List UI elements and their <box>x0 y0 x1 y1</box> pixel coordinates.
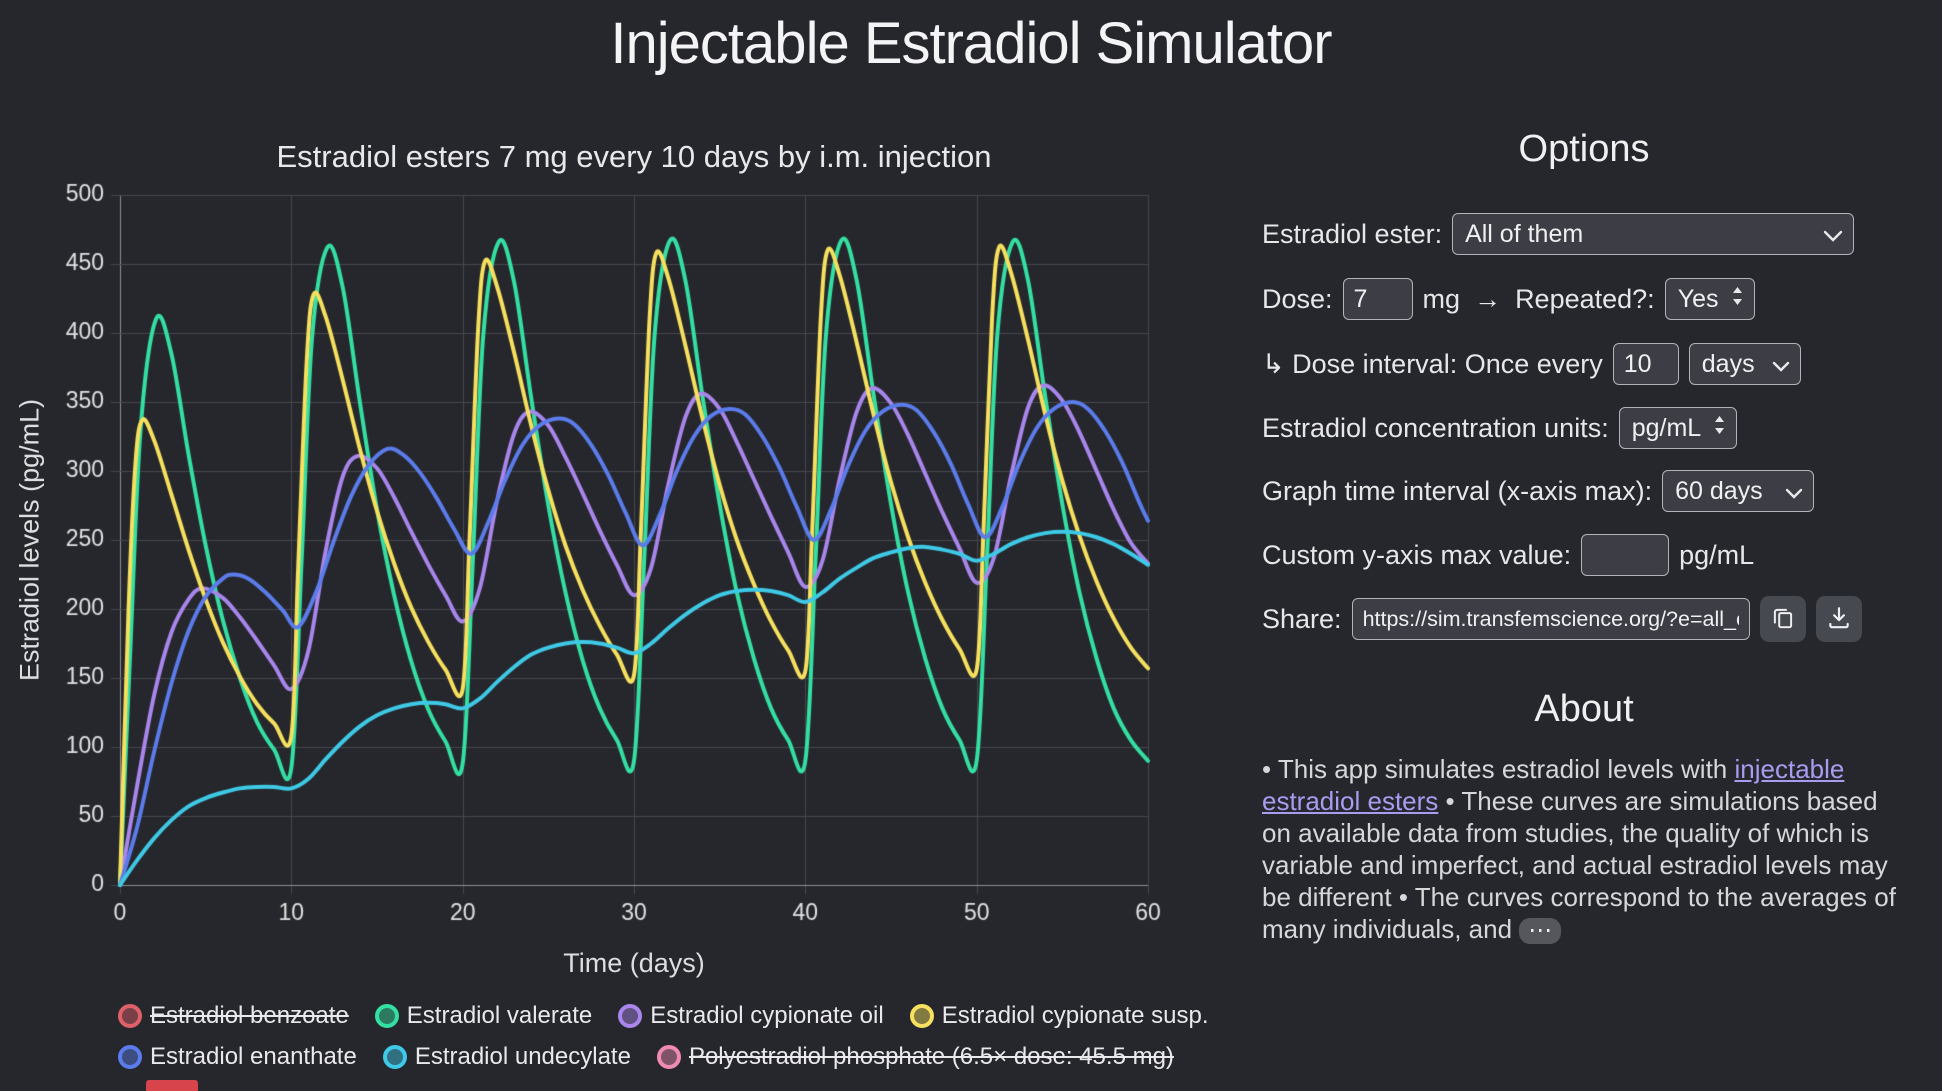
legend-item[interactable]: Estradiol cypionate susp. <box>909 1002 1209 1030</box>
legend-marker-icon <box>118 1045 142 1069</box>
legend-label: Estradiol enanthate <box>150 1043 357 1070</box>
ester-select[interactable]: All of them <box>1452 213 1855 255</box>
units-label: Estradiol concentration units: <box>1262 412 1609 443</box>
copy-icon <box>1770 605 1796 634</box>
units-row: Estradiol concentration units: pg/mL <box>1262 405 1906 451</box>
x-axis-label: Time (days) <box>563 948 705 978</box>
ester-row: Estradiol ester: All of them <box>1262 211 1906 257</box>
graph-interval-select[interactable]: 60 days <box>1662 470 1815 512</box>
injectable-esters-link[interactable]: injectable estradiol esters <box>1262 754 1845 816</box>
legend-item[interactable]: Estradiol undecylate <box>382 1043 631 1071</box>
legend-marker-icon <box>656 1045 681 1069</box>
about-text-segment: • These curves are simulations based on … <box>1262 786 1896 944</box>
graph-interval-row: Graph time interval (x-axis max): 60 day… <box>1262 468 1906 514</box>
chevron-down-icon <box>1785 477 1803 506</box>
legend-label: Polyestradiol phosphate (6.5× dose: 45.5… <box>688 1043 1174 1070</box>
y-axis-label: Estradiol levels (pg/mL) <box>14 398 45 682</box>
stepper-updown-icon <box>1731 285 1744 314</box>
legend-item[interactable]: Estradiol enanthate <box>118 1043 357 1071</box>
repeated-label: Repeated?: <box>1515 283 1655 314</box>
about-heading: About <box>1534 688 1634 730</box>
dose-interval-label: ↳ Dose interval: Once every <box>1262 348 1603 379</box>
cut-off-red-element[interactable] <box>146 1080 198 1091</box>
legend-marker-icon <box>382 1045 407 1069</box>
share-url-input[interactable] <box>1351 598 1750 640</box>
legend-label: Estradiol cypionate oil <box>650 1002 884 1029</box>
estradiol-levels-chart[interactable] <box>0 0 1230 1000</box>
ymax-unit: pg/mL <box>1679 539 1755 570</box>
legend-item[interactable]: Polyestradiol phosphate (6.5× dose: 45.5… <box>656 1043 1174 1071</box>
units-select-value: pg/mL <box>1631 413 1702 442</box>
arrow-right-icon: → <box>1474 283 1502 314</box>
chart-legend: Estradiol benzoate Estradiol valerate Estr… <box>118 1002 1243 1071</box>
expand-ellipsis-button[interactable]: ⋯ <box>1519 918 1562 944</box>
copy-link-button[interactable] <box>1759 596 1806 642</box>
dose-unit: mg <box>1422 283 1461 314</box>
dose-row: Dose: mg → Repeated?: Yes <box>1262 276 1906 322</box>
options-heading: Options <box>1518 128 1650 170</box>
units-select[interactable]: pg/mL <box>1618 407 1737 449</box>
ester-label: Estradiol ester: <box>1262 218 1443 249</box>
download-icon <box>1826 605 1852 634</box>
legend-item[interactable]: Estradiol cypionate oil <box>618 1002 884 1030</box>
graph-interval-label: Graph time interval (x-axis max): <box>1262 475 1653 506</box>
download-image-button[interactable] <box>1815 596 1862 642</box>
about-text-segment: • This app simulates estradiol levels wi… <box>1262 754 1735 784</box>
legend-marker-icon <box>909 1004 934 1028</box>
legend-label: Estradiol undecylate <box>414 1043 631 1070</box>
dose-interval-row: ↳ Dose interval: Once every days <box>1262 341 1906 387</box>
legend-marker-icon <box>618 1004 643 1028</box>
ymax-label: Custom y-axis max value: <box>1262 539 1572 570</box>
repeated-select[interactable]: Yes <box>1664 278 1755 320</box>
share-label: Share: <box>1262 603 1342 634</box>
legend-label: Estradiol benzoate <box>150 1002 349 1029</box>
legend-label: Estradiol cypionate susp. <box>941 1002 1209 1029</box>
dose-interval-unit-select[interactable]: days <box>1688 343 1801 385</box>
share-row: Share: <box>1262 596 1906 642</box>
graph-interval-value: 60 days <box>1675 476 1763 505</box>
ester-select-value: All of them <box>1465 219 1584 248</box>
chevron-down-icon <box>1772 350 1790 379</box>
legend-item[interactable]: Estradiol valerate <box>374 1002 593 1030</box>
dose-label: Dose: <box>1262 283 1333 314</box>
chevron-down-icon <box>1823 220 1843 249</box>
dose-interval-unit-value: days <box>1701 349 1755 378</box>
legend-marker-icon <box>118 1004 142 1028</box>
ymax-row: Custom y-axis max value: pg/mL <box>1262 532 1906 578</box>
stepper-updown-icon <box>1713 414 1726 443</box>
about-text: • This app simulates estradiol levels wi… <box>1262 753 1906 945</box>
legend-label: Estradiol valerate <box>406 1002 593 1029</box>
repeated-select-value: Yes <box>1677 284 1719 313</box>
chart-title: Estradiol esters 7 mg every 10 days by i… <box>276 139 992 174</box>
legend-item[interactable]: Estradiol benzoate <box>118 1002 349 1030</box>
legend-marker-icon <box>374 1004 399 1028</box>
options-panel: Options Estradiol ester: All of them Dos… <box>1262 0 1906 1091</box>
dose-input[interactable] <box>1342 278 1413 320</box>
ymax-input[interactable] <box>1581 534 1670 576</box>
dose-interval-input[interactable] <box>1612 343 1679 385</box>
